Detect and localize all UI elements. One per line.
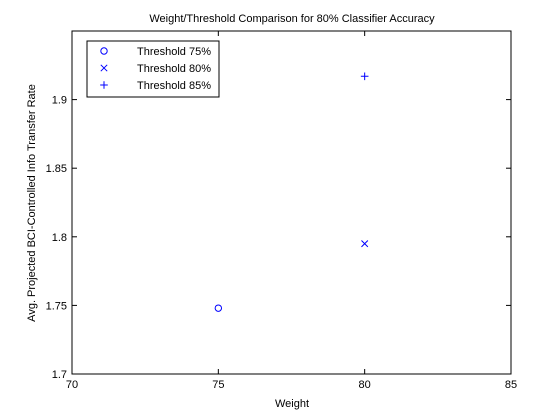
legend: Threshold 75% Threshold 80% Threshold 85% <box>86 40 220 98</box>
legend-marker-x <box>100 64 108 72</box>
legend-label: Threshold 80% <box>137 63 211 75</box>
data-point-plus <box>360 72 369 81</box>
y-axis: 1.7 1.75 1.8 1.85 1.9 <box>46 95 511 381</box>
x-tick-label: 70 <box>66 379 78 391</box>
x-tick-label: 75 <box>212 379 224 391</box>
legend-label: Threshold 85% <box>137 80 211 92</box>
y-tick-label: 1.75 <box>46 300 67 312</box>
x-tick-label: 85 <box>505 379 517 391</box>
data-points <box>214 72 369 312</box>
y-axis-label: Avg. Projected BCI-Controlled Info Trans… <box>26 84 38 322</box>
y-tick-label: 1.85 <box>46 163 67 175</box>
legend-box <box>86 40 220 98</box>
x-axis-label: Weight <box>275 398 309 410</box>
chart-title: Weight/Threshold Comparison for 80% Clas… <box>149 13 435 25</box>
legend-label: Threshold 75% <box>137 46 211 58</box>
legend-marker-circle <box>100 47 108 55</box>
y-tick-label: 1.8 <box>52 232 67 244</box>
data-point-x <box>361 240 369 248</box>
x-tick-label: 80 <box>359 379 371 391</box>
y-tick-label: 1.9 <box>52 95 67 107</box>
y-tick-label: 1.7 <box>52 369 67 381</box>
data-point-circle <box>214 304 223 312</box>
x-axis: 70 75 80 85 <box>66 31 517 391</box>
legend-marker-plus <box>100 81 108 89</box>
